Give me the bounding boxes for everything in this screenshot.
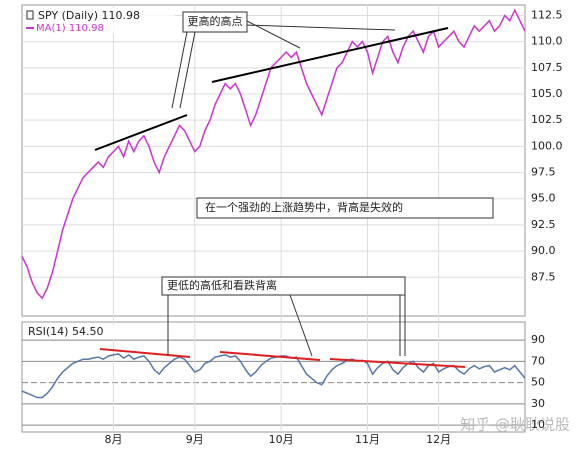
callout-box bbox=[182, 11, 248, 33]
series-line bbox=[21, 8, 526, 300]
watermark: 知乎 @耿耿说股 bbox=[460, 416, 570, 434]
legend-label: MA(1) 110.98 bbox=[36, 23, 104, 34]
annotation: 在一个强劲的上涨趋势中，背高是失效的 bbox=[205, 200, 403, 214]
y-tick-label: 95.0 bbox=[531, 192, 556, 205]
trend-line bbox=[211, 27, 449, 83]
x-tick-label: 10月 bbox=[269, 433, 294, 446]
price-panel bbox=[21, 4, 526, 317]
callout-box bbox=[161, 276, 406, 296]
rsi-trend-line bbox=[219, 351, 321, 361]
y-tick-label: 112.5 bbox=[531, 8, 563, 21]
annotation: 更低的高低和看跌背离 bbox=[167, 278, 277, 292]
callout-line bbox=[289, 294, 313, 357]
callout-box bbox=[196, 197, 494, 219]
y-tick-label: 97.5 bbox=[531, 166, 556, 179]
x-tick-label: 12月 bbox=[426, 433, 451, 446]
y-tick-label: 70 bbox=[531, 354, 545, 367]
y-tick-label: 100.0 bbox=[531, 139, 563, 152]
y-tick-label: 90 bbox=[531, 333, 545, 346]
legend-bg bbox=[25, 8, 175, 34]
callout-line bbox=[244, 24, 396, 31]
y-tick-label: 110.0 bbox=[531, 35, 563, 48]
callout-line bbox=[171, 31, 188, 109]
y-tick-label: 30 bbox=[531, 397, 545, 410]
x-tick-label: 11月 bbox=[355, 433, 380, 446]
x-tick-label: 9月 bbox=[186, 433, 204, 446]
y-tick-label: 87.5 bbox=[531, 270, 556, 283]
legend-bg bbox=[25, 325, 135, 339]
annotation: 更高的高点 bbox=[188, 14, 243, 28]
chart-title: SPY (Daily) 110.98 bbox=[38, 9, 140, 22]
callout-line bbox=[244, 19, 301, 49]
y-tick-label: 10 bbox=[531, 418, 545, 431]
x-tick-label: 8月 bbox=[104, 433, 122, 446]
legend-icon bbox=[26, 10, 34, 20]
y-tick-label: 107.5 bbox=[531, 61, 563, 74]
y-tick-label: 50 bbox=[531, 376, 545, 389]
y-tick-label: 90.0 bbox=[531, 244, 556, 257]
y-tick-label: 92.5 bbox=[531, 218, 556, 231]
y-tick-label: 105.0 bbox=[531, 87, 563, 100]
chart-title: RSI(14) 54.50 bbox=[28, 325, 103, 338]
rsi-trend-line bbox=[99, 348, 191, 358]
callout-line bbox=[179, 31, 196, 109]
trend-line bbox=[94, 114, 188, 151]
series-line bbox=[21, 353, 526, 399]
rsi-trend-line bbox=[329, 358, 466, 368]
y-tick-label: 102.5 bbox=[531, 113, 563, 126]
